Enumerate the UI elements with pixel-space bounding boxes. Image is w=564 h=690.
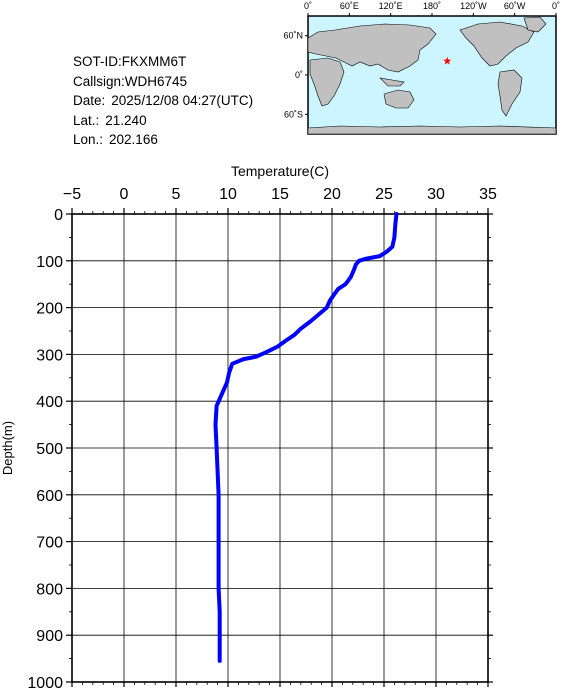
y-tick-label: 300: [36, 347, 63, 364]
land-indonesia: [379, 77, 405, 87]
y-tick-label: 800: [36, 581, 63, 598]
location-star-marker: [443, 56, 452, 65]
map-marker-layer: [443, 56, 452, 65]
map-lat-label: 60˚N: [283, 31, 303, 41]
land-greenland: [523, 16, 547, 33]
y-tick-label: 1000: [27, 675, 63, 690]
y-axis-label: Depth(m): [0, 421, 15, 475]
lat-row: Lat.: 21.240: [73, 111, 253, 131]
temperature-depth-chart: −5 0 5 10 15 20 25 30 35010020030040050060070080…: [0, 163, 497, 690]
map-lon-label: 0˚: [552, 1, 560, 11]
lon-label: Lon.:: [73, 132, 104, 148]
callsign-text: Callsign:WDH6745: [73, 73, 188, 89]
map-lon-label: 180˚: [423, 1, 441, 11]
date-row: Date: 2025/12/08 04:27(UTC): [73, 91, 253, 111]
land-europe-asia: [307, 23, 437, 73]
x-tick-label: 15: [271, 186, 289, 203]
x-tick-label: 25: [375, 186, 393, 203]
map-lat-label: 0˚: [295, 70, 303, 80]
x-tick-label: 20: [323, 186, 341, 203]
map-lon-label: 120˚E: [379, 1, 403, 11]
y-tick-label: 500: [36, 441, 63, 458]
land-australia: [383, 89, 415, 109]
lat-value: 21.240: [105, 112, 147, 128]
land-south-america: [497, 69, 523, 117]
x-tick-label: 30: [427, 186, 445, 203]
map-lat-label: 60˚S: [284, 109, 303, 119]
landmasses: [307, 16, 557, 135]
lon-row: Lon.: 202.166: [73, 130, 253, 150]
lat-label: Lat.:: [73, 112, 100, 128]
date-value: 2025/12/08 04:27(UTC): [111, 93, 254, 109]
map-axis-labels: 0˚ 60˚E 120˚E 180˚ 120˚W 60˚W 0˚ 60˚N 0˚ 60˚S: [283, 1, 560, 119]
temperature-profile-line: [213, 212, 399, 663]
x-tick-label: 35: [479, 186, 497, 203]
y-tick-label: 700: [36, 535, 63, 552]
map-lon-label: 60˚W: [504, 1, 526, 11]
x-tick-label: −5: [63, 186, 81, 203]
x-tick-label: 5: [172, 186, 181, 203]
x-axis-label: Temperature(C): [231, 163, 329, 179]
float-info-panel: SOT-ID:FKXMM6T Callsign:WDH6745 Date: 202…: [73, 52, 253, 150]
y-tick-label: 200: [36, 301, 63, 318]
y-tick-label: 900: [36, 628, 63, 645]
sot-id-text: SOT-ID:FKXMM6T: [73, 54, 187, 69]
map-lon-label: 120˚W: [460, 1, 487, 11]
map-lon-label: 0˚: [304, 1, 312, 11]
land-africa: [309, 57, 345, 107]
y-tick-label: 100: [36, 254, 63, 271]
lon-value: 202.166: [109, 132, 158, 148]
x-tick-label: 10: [219, 186, 237, 203]
y-tick-label: 400: [36, 394, 63, 411]
map-lon-label: 60˚E: [340, 1, 359, 11]
land-north-america: [459, 21, 535, 67]
plot-frame: [71, 213, 489, 683]
x-tick-label: 0: [120, 186, 129, 203]
y-tick-label: 600: [36, 488, 63, 505]
y-tick-label: 0: [54, 207, 63, 224]
date-label: Date:: [73, 93, 106, 109]
land-antarctica: [307, 125, 557, 135]
world-map-frame: [307, 15, 557, 135]
